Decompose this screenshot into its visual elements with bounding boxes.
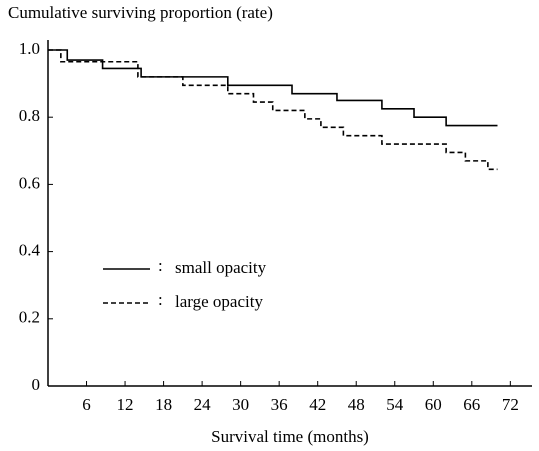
legend-separator: : [158, 256, 163, 275]
y-tick-label: 0.4 [19, 241, 41, 260]
x-tick-label: 36 [271, 395, 288, 414]
x-tick-label: 30 [232, 395, 249, 414]
y-tick-label: 1.0 [19, 39, 40, 58]
legend-label: small opacity [175, 258, 267, 277]
x-tick-label: 60 [425, 395, 442, 414]
x-axis-label: Survival time (months) [211, 427, 369, 446]
x-tick-label: 54 [386, 395, 404, 414]
x-tick-label: 48 [348, 395, 365, 414]
x-tick-label: 42 [309, 395, 326, 414]
x-tick-label: 6 [82, 395, 91, 414]
survival-curve [48, 49, 498, 127]
x-tick-label: 18 [155, 395, 172, 414]
x-tick-label: 72 [502, 395, 519, 414]
legend-separator: : [158, 290, 163, 309]
y-tick-label: 0 [32, 375, 41, 394]
legend-label: large opacity [175, 292, 263, 311]
x-tick-label: 12 [117, 395, 134, 414]
y-tick-label: 0.6 [19, 173, 40, 192]
survival-curve [48, 49, 498, 171]
y-tick-label: 0.2 [19, 308, 40, 327]
x-tick-label: 66 [463, 395, 480, 414]
y-tick-label: 0.8 [19, 106, 40, 125]
chart-title: Cumulative surviving proportion (rate) [8, 3, 273, 22]
x-tick-label: 24 [194, 395, 212, 414]
